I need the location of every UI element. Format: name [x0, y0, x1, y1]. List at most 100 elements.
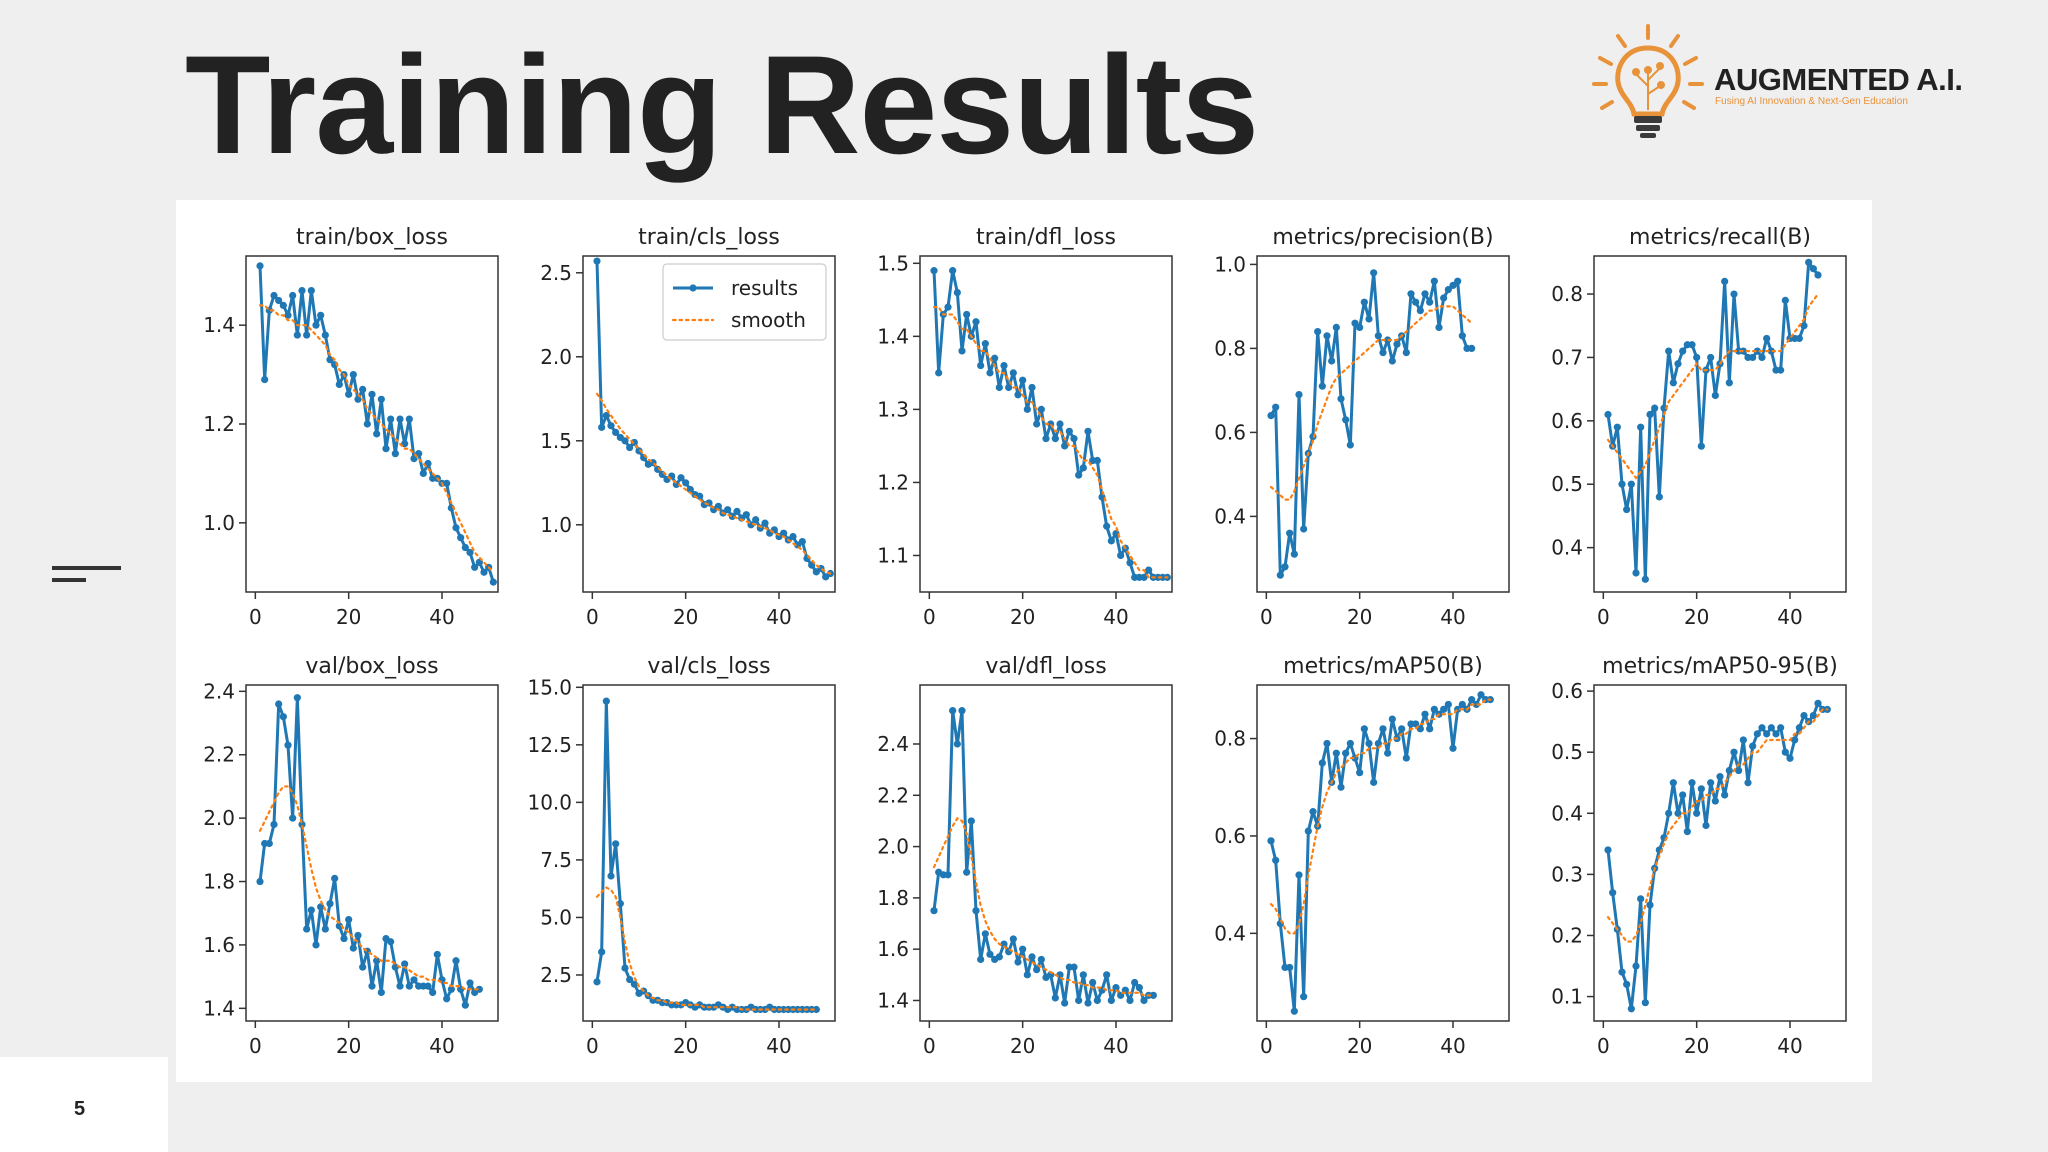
smooth-line	[932, 306, 1169, 579]
subplot-title: val/cls_loss	[647, 654, 770, 679]
y-tick-label: 2.2	[877, 783, 909, 807]
results-point	[1300, 993, 1308, 1001]
y-tick-label: 5.0	[540, 905, 572, 929]
results-point	[1370, 778, 1378, 786]
results-point	[981, 340, 989, 348]
x-tick-label: 20	[1684, 605, 1709, 629]
results-point	[1627, 480, 1635, 488]
smooth-line	[1269, 305, 1473, 501]
results-point	[1267, 412, 1275, 420]
y-tick-label: 0.6	[1551, 409, 1583, 433]
results-point	[1093, 996, 1101, 1005]
results-point	[1444, 700, 1452, 709]
subplot-title: metrics/precision(B)	[1272, 225, 1493, 250]
results-point	[1477, 691, 1485, 699]
subplot-10: metrics/mAP50-95(B) 0 20 40 0.1 0.2 0.3 0.4 0.5 0…	[1551, 654, 1847, 1058]
results-line	[1606, 701, 1828, 1011]
results-point	[995, 383, 1003, 392]
results-point	[1781, 748, 1789, 756]
results-point	[452, 524, 460, 532]
results-point	[1702, 821, 1710, 830]
results-point	[1318, 382, 1326, 390]
y-tick-label: 2.0	[540, 345, 572, 369]
results-point	[1468, 696, 1476, 704]
results-point	[1772, 730, 1780, 738]
x-tick-label: 0	[923, 605, 936, 629]
subplot-title: metrics/recall(B)	[1629, 225, 1811, 250]
y-tick-label: 1.6	[877, 937, 909, 961]
results-point	[289, 291, 297, 300]
results-point	[1042, 435, 1050, 443]
subplot-title: val/box_loss	[305, 654, 438, 679]
results-point	[1332, 323, 1340, 331]
y-tick-label: 1.4	[877, 988, 909, 1012]
results-point	[1033, 966, 1041, 974]
results-point	[1426, 298, 1434, 306]
results-point	[949, 707, 957, 715]
results-point	[1300, 525, 1308, 533]
results-point	[1627, 1005, 1635, 1013]
y-tick-label: 1.4	[877, 324, 909, 348]
results-point	[1454, 277, 1462, 285]
results-point	[447, 985, 455, 993]
legend-results-label: results	[731, 276, 798, 300]
results-point	[1791, 736, 1799, 744]
results-point	[1730, 290, 1738, 298]
results-point	[1767, 347, 1775, 355]
results-point	[396, 982, 404, 990]
subplot-4: metrics/precision(B) 0 20 40 0.4 0.6 0.8 1.0	[1214, 225, 1510, 629]
results-point	[265, 839, 273, 848]
results-point	[1272, 856, 1280, 864]
results-point	[1407, 290, 1415, 298]
x-tick-label: 20	[1347, 605, 1372, 629]
results-point	[419, 469, 427, 478]
results-point	[1093, 456, 1101, 465]
results-point	[789, 532, 797, 541]
logo-tagline: Fusing AI Innovation & Next-Gen Educatio…	[1715, 96, 1908, 107]
results-point	[1075, 996, 1083, 1005]
results-point	[780, 529, 788, 537]
results-point	[724, 506, 732, 514]
results-point	[1131, 978, 1139, 987]
results-point	[457, 534, 465, 542]
results-point	[1609, 889, 1617, 897]
results-point	[1472, 700, 1480, 709]
smooth-line	[1269, 698, 1492, 935]
results-point	[405, 415, 413, 423]
results-point	[1632, 569, 1640, 577]
y-tick-label: 10.0	[527, 790, 572, 814]
results-point	[1449, 744, 1457, 752]
results-point	[443, 995, 451, 1003]
y-tick-label: 2.2	[203, 743, 235, 767]
results-point	[1014, 958, 1022, 966]
results-point	[1351, 319, 1359, 327]
results-point	[1641, 575, 1649, 583]
results-point	[368, 982, 376, 990]
plot-frame	[245, 684, 499, 1022]
results-point	[256, 877, 264, 886]
results-point	[471, 563, 479, 571]
results-point	[1009, 369, 1017, 377]
page-number-box	[0, 1057, 168, 1152]
brand-logo: AUGMENTED A.I. Fusing AI Innovation & Ne…	[1588, 22, 2008, 152]
results-point	[1028, 383, 1036, 392]
results-point	[1651, 404, 1659, 412]
subplot-1: train/box_loss 0 20 40 1.0 1.2 1.4	[203, 225, 499, 629]
x-tick-label: 20	[673, 605, 698, 629]
results-point	[349, 370, 357, 379]
results-point	[963, 868, 971, 876]
y-tick-label: 2.4	[203, 679, 235, 703]
results-point	[1037, 955, 1045, 964]
results-point	[480, 568, 488, 576]
smooth-line	[258, 304, 495, 574]
results-point	[1337, 395, 1345, 403]
results-point	[284, 311, 292, 319]
nav-dash-short-icon	[52, 578, 86, 582]
results-point	[1009, 935, 1017, 943]
results-point	[761, 519, 769, 527]
results-point	[1665, 809, 1673, 817]
results-point	[1374, 332, 1382, 340]
results-point	[1103, 522, 1111, 530]
results-point	[275, 296, 283, 305]
results-point	[1777, 366, 1785, 374]
